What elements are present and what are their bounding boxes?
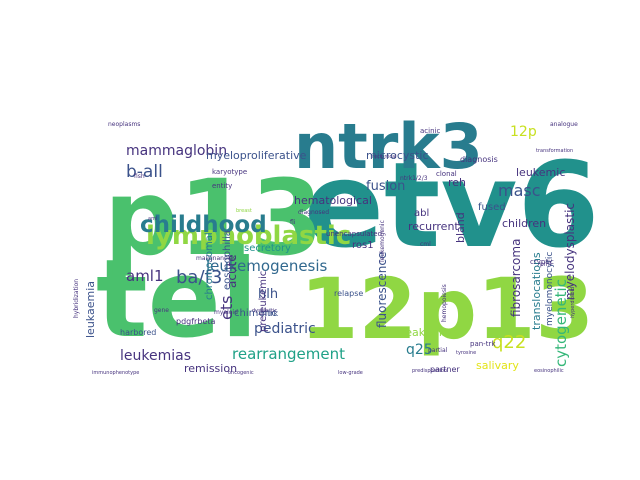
cloud-word: breast xyxy=(236,208,252,214)
cloud-word: diagnosis xyxy=(460,155,498,164)
cloud-word: chimeric xyxy=(234,308,277,319)
cloud-word: hemopoiesis xyxy=(441,284,448,322)
cloud-word: pan-trk xyxy=(470,340,496,348)
cloud-word: rearrangement xyxy=(232,345,345,363)
cloud-word: fluorescence xyxy=(375,252,389,328)
cloud-word: immunophenotype xyxy=(92,370,139,376)
cloud-word: diagnosed xyxy=(298,209,329,216)
cloud-word: secretory xyxy=(244,243,291,254)
cloud-word: neoplasms xyxy=(108,121,140,128)
cloud-word: recurrent xyxy=(408,220,459,233)
cloud-word: fused xyxy=(478,202,506,213)
cloud-word: tyrosine xyxy=(456,350,476,356)
cloud-word: harbored xyxy=(120,328,156,337)
cloud-word: tel xyxy=(96,237,258,362)
cloud-word: children xyxy=(502,217,546,230)
cloud-word: myeloid xyxy=(214,309,238,316)
cloud-word: malignancies xyxy=(196,255,236,262)
cloud-word: hematological xyxy=(294,194,372,207)
cloud-word: cytogenetic xyxy=(552,279,570,367)
cloud-word: ntrk1/2/3 xyxy=(400,175,428,182)
cloud-word: pml xyxy=(540,261,552,268)
cloud-word: leukemogenesis xyxy=(206,257,328,275)
cloud-word: leukemias xyxy=(120,348,191,364)
cloud-word: myeloproliferative xyxy=(206,149,307,162)
cloud-word: transformation xyxy=(536,148,573,154)
cloud-word: preleukemic xyxy=(258,271,269,332)
cloud-word: reh xyxy=(448,176,466,189)
cloud-word: relapse xyxy=(334,289,363,298)
cloud-word: aml1 xyxy=(126,267,164,285)
cloud-word: q22 xyxy=(492,332,526,353)
cloud-word: translocations xyxy=(530,252,543,330)
cloud-word: ntrk3 xyxy=(294,110,483,183)
cloud-word: analogue xyxy=(550,121,578,128)
cloud-word: myelodysplastic xyxy=(563,203,577,300)
cloud-word: hlh xyxy=(258,287,278,302)
cloud-word: eosinophilic xyxy=(534,368,564,374)
cloud-word: 12p13 xyxy=(300,260,594,358)
cloud-word: bland xyxy=(454,212,467,243)
cloud-word: chromosomal xyxy=(204,232,215,300)
cloud-word: leukemic xyxy=(516,166,565,179)
cloud-word: mammaglobin xyxy=(126,143,227,159)
cloud-word: partial xyxy=(428,347,448,354)
cloud-word: ntrk xyxy=(262,309,278,318)
cloud-word: aml xyxy=(148,216,157,222)
cloud-word: leukemogenic xyxy=(379,220,386,262)
cloud-word: partner xyxy=(430,365,460,374)
cloud-word: salivary xyxy=(476,359,519,372)
cloud-word: low-grade xyxy=(338,370,363,376)
cloud-word: childhood xyxy=(140,212,267,238)
cloud-word: ba/f3 xyxy=(176,267,222,288)
cloud-word: masc xyxy=(498,181,541,200)
cloud-word: clonal xyxy=(436,170,457,178)
cloud-word: hyperdiploid xyxy=(570,287,576,318)
cloud-word: abl xyxy=(414,208,429,219)
cloud-word: oncogenic xyxy=(228,370,254,376)
cloud-word: myelomonocytic xyxy=(545,252,555,326)
cloud-word: eosinophilia xyxy=(222,230,233,290)
cloud-word: lymphoblastic xyxy=(146,221,351,251)
cloud-word: acinic xyxy=(420,127,440,135)
cloud-word: cml xyxy=(420,241,431,248)
cloud-word: remission xyxy=(184,362,237,375)
cloud-word: karyotype xyxy=(212,168,247,176)
cloud-word: breakpoints xyxy=(394,326,459,339)
cloud-word: gene xyxy=(154,307,169,314)
cloud-word: fish xyxy=(134,173,145,180)
cloud-word: ros1 xyxy=(352,240,374,251)
cloud-word: entity xyxy=(212,182,232,190)
cloud-word: 12p xyxy=(510,124,537,140)
cloud-word: fusion xyxy=(366,179,405,194)
cloud-word: leukaemia xyxy=(84,281,97,338)
cloud-word: microcystic xyxy=(366,149,429,162)
cloud-word: hybridization xyxy=(73,279,80,318)
cloud-word: cryptic xyxy=(530,258,554,266)
cloud-word: pediatric xyxy=(254,321,316,337)
cloud-word: fli xyxy=(290,219,296,226)
cloud-word: b-all xyxy=(126,162,163,182)
cloud-word: fibrosarcoma xyxy=(509,239,523,317)
cloud-word: p13 xyxy=(104,157,323,279)
cloud-word: unencapsulated xyxy=(326,230,382,238)
cloud-word: q25 xyxy=(406,342,433,358)
cloud-word: etv6 xyxy=(304,136,599,274)
cloud-word: dysplastic xyxy=(252,308,277,314)
cloud-word: ets xyxy=(217,296,236,320)
cloud-word: acute xyxy=(225,254,239,288)
cloud-word: predisposition xyxy=(412,368,447,374)
cloud-word: reciprocal xyxy=(372,154,397,160)
cloud-word: pdgfrbeta xyxy=(176,317,215,326)
